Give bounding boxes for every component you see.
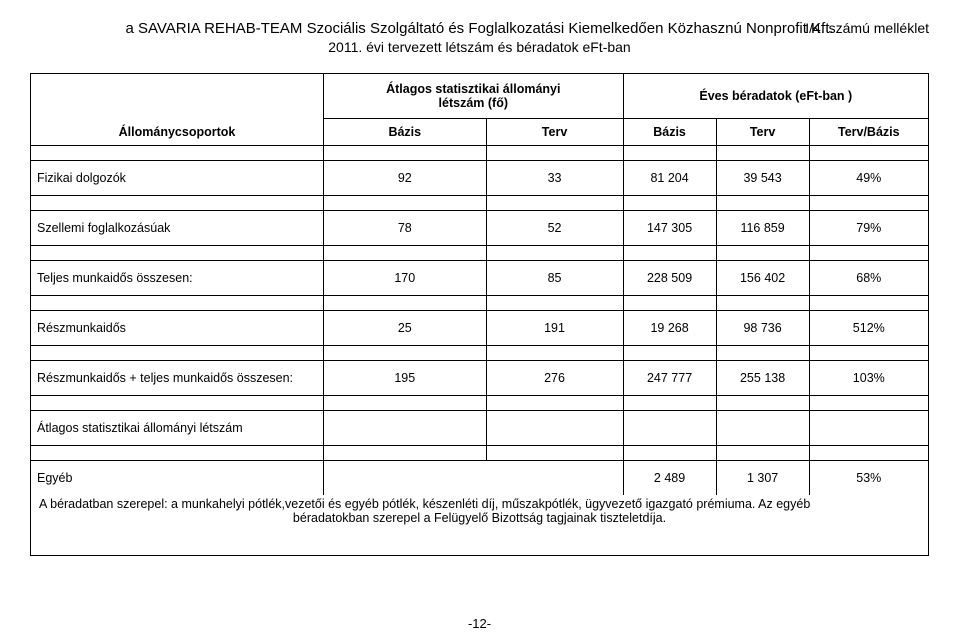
cell: 1 307	[716, 461, 809, 496]
table-row: Részmunkaidős 25 191 19 268 98 736 512%	[31, 311, 929, 346]
table-row: Átlagos statisztikai állományi létszám	[31, 411, 929, 446]
cell: 98 736	[716, 311, 809, 346]
note-line-2: béradatokban szerepel a Felügyelő Bizott…	[39, 511, 920, 525]
cell: 247 777	[623, 361, 716, 396]
row-label: Fizikai dolgozók	[31, 161, 324, 196]
note-line-1: A béradatban szerepel: a munkahelyi pótl…	[39, 497, 920, 511]
cell: 255 138	[716, 361, 809, 396]
page-number: -12-	[30, 616, 929, 631]
cell: 191	[486, 311, 623, 346]
cell: 103%	[809, 361, 928, 396]
note-row: A béradatban szerepel: a munkahelyi pótl…	[31, 495, 929, 556]
cell: 228 509	[623, 261, 716, 296]
cell: 53%	[809, 461, 928, 496]
table-row: Teljes munkaidős összesen: 170 85 228 50…	[31, 261, 929, 296]
col-header-terv-2: Terv	[716, 119, 809, 146]
attachment-label: I/4. számú melléklet	[805, 20, 929, 36]
col-header-stat-line1: Átlagos statisztikai állományi	[330, 82, 617, 96]
cell: 52	[486, 211, 623, 246]
row-label: Átlagos statisztikai állományi létszám	[31, 411, 324, 446]
col-header-eves: Éves béradatok (eFt-ban )	[623, 74, 928, 119]
org-name: a SAVARIA REHAB-TEAM Szociális Szolgálta…	[30, 20, 929, 37]
cell: 19 268	[623, 311, 716, 346]
cell: 512%	[809, 311, 928, 346]
col-header-stat: Átlagos statisztikai állományi létszám (…	[324, 74, 624, 119]
cell: 2 489	[623, 461, 716, 496]
cell: 81 204	[623, 161, 716, 196]
col-header-terv-1: Terv	[486, 119, 623, 146]
cell	[486, 411, 623, 446]
cell: 195	[324, 361, 487, 396]
cell: 33	[486, 161, 623, 196]
cell: 39 543	[716, 161, 809, 196]
cell: 147 305	[623, 211, 716, 246]
cell: 79%	[809, 211, 928, 246]
col-header-stat-line2: létszám (fő)	[330, 96, 617, 110]
cell: 78	[324, 211, 487, 246]
table-row-egyeb: Egyéb 2 489 1 307 53%	[31, 461, 929, 496]
cell: 92	[324, 161, 487, 196]
document-subtitle: 2011. évi tervezett létszám és béradatok…	[30, 39, 929, 55]
cell: 25	[324, 311, 487, 346]
cell: 68%	[809, 261, 928, 296]
cell	[486, 461, 623, 496]
table-row: Fizikai dolgozók 92 33 81 204 39 543 49%	[31, 161, 929, 196]
cell: 85	[486, 261, 623, 296]
cell	[716, 411, 809, 446]
table-row: Szellemi foglalkozásúak 78 52 147 305 11…	[31, 211, 929, 246]
row-label: Szellemi foglalkozásúak	[31, 211, 324, 246]
cell: 156 402	[716, 261, 809, 296]
col-header-groups: Állománycsoportok	[31, 74, 324, 146]
document-header: I/4. számú melléklet a SAVARIA REHAB-TEA…	[30, 20, 929, 55]
col-header-bazis-1: Bázis	[324, 119, 487, 146]
cell: 49%	[809, 161, 928, 196]
data-table: Állománycsoportok Átlagos statisztikai á…	[30, 73, 929, 556]
cell	[324, 411, 487, 446]
cell	[324, 461, 487, 496]
cell	[623, 411, 716, 446]
cell: 276	[486, 361, 623, 396]
row-label: Részmunkaidős + teljes munkaidős összese…	[31, 361, 324, 396]
cell: 170	[324, 261, 487, 296]
row-label: Egyéb	[31, 461, 324, 496]
table-row: Részmunkaidős + teljes munkaidős összese…	[31, 361, 929, 396]
col-header-bazis-2: Bázis	[623, 119, 716, 146]
cell	[809, 411, 928, 446]
cell: 116 859	[716, 211, 809, 246]
row-label: Teljes munkaidős összesen:	[31, 261, 324, 296]
col-header-tervbazis: Terv/Bázis	[809, 119, 928, 146]
row-label: Részmunkaidős	[31, 311, 324, 346]
